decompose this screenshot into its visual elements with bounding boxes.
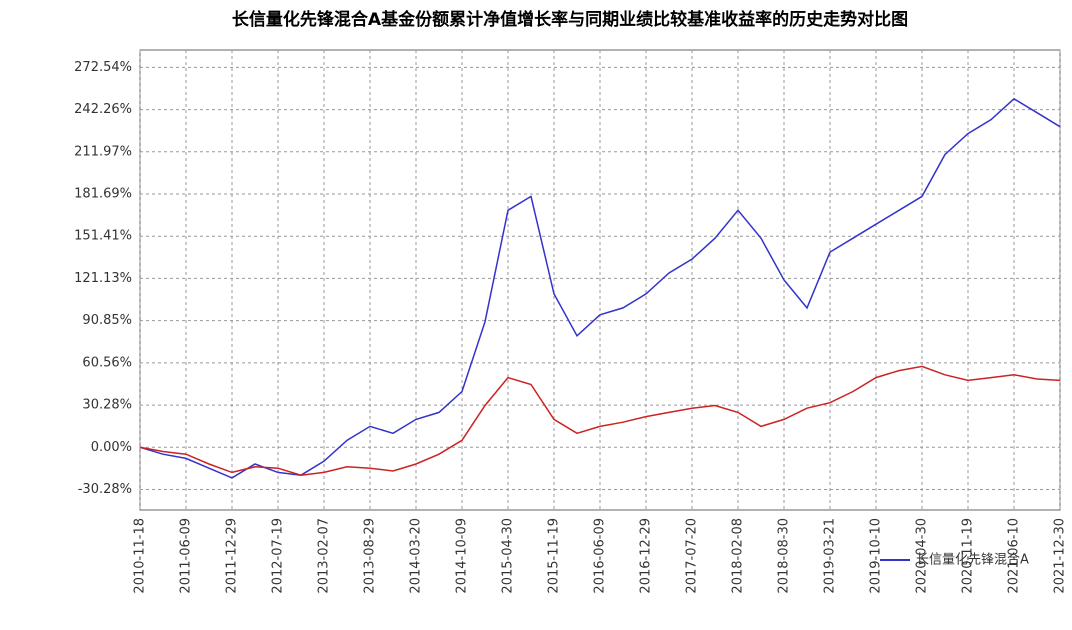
x-tick-label: 2021-12-30 [1053,518,1068,594]
x-tick-label: 2011-12-29 [225,518,240,594]
legend-label: 长信量化先锋混合A [916,553,1029,568]
x-tick-label: 2012-07-19 [271,518,286,594]
x-tick-label: 2020-04-30 [915,518,930,594]
y-tick-label: 211.97% [74,144,132,159]
y-tick-label: 0.00% [91,440,132,455]
series-line [139,365,1061,476]
x-tick-label: 2017-07-20 [685,518,700,594]
x-tick-label: 2021-06-10 [1007,518,1022,594]
x-tick-label: 2019-03-21 [823,518,838,594]
y-tick-label: 242.26% [74,102,132,117]
x-tick-label: 2015-04-30 [501,518,516,594]
y-tick-label: -30.28% [78,482,132,497]
y-tick-label: 90.85% [82,313,132,328]
y-tick-label: 151.41% [74,229,132,244]
x-tick-label: 2014-10-09 [455,518,470,594]
x-tick-label: 2016-12-29 [639,518,654,594]
y-tick-label: 272.54% [74,60,132,75]
y-tick-label: 181.69% [74,187,132,202]
x-tick-label: 2020-11-19 [961,518,976,594]
x-tick-label: 2015-11-19 [547,518,562,594]
x-tick-label: 2013-02-07 [317,518,332,594]
y-tick-label: 60.56% [82,355,132,370]
y-tick-label: 121.13% [74,271,132,286]
x-tick-label: 2019-10-10 [869,518,884,594]
x-tick-label: 2011-06-09 [179,518,194,594]
x-tick-label: 2014-03-20 [409,518,424,594]
chart-title: 长信量化先锋混合A基金份额累计净值增长率与同期业绩比较基准收益率的历史走势对比图 [232,9,908,30]
x-tick-label: 2018-02-08 [731,518,746,594]
x-tick-label: 2013-08-29 [363,518,378,594]
x-tick-label: 2010-11-18 [133,518,148,594]
series-line [139,97,1061,479]
x-tick-label: 2018-08-30 [777,518,792,594]
y-tick-label: 30.28% [82,398,132,413]
x-tick-label: 2016-06-09 [593,518,608,594]
